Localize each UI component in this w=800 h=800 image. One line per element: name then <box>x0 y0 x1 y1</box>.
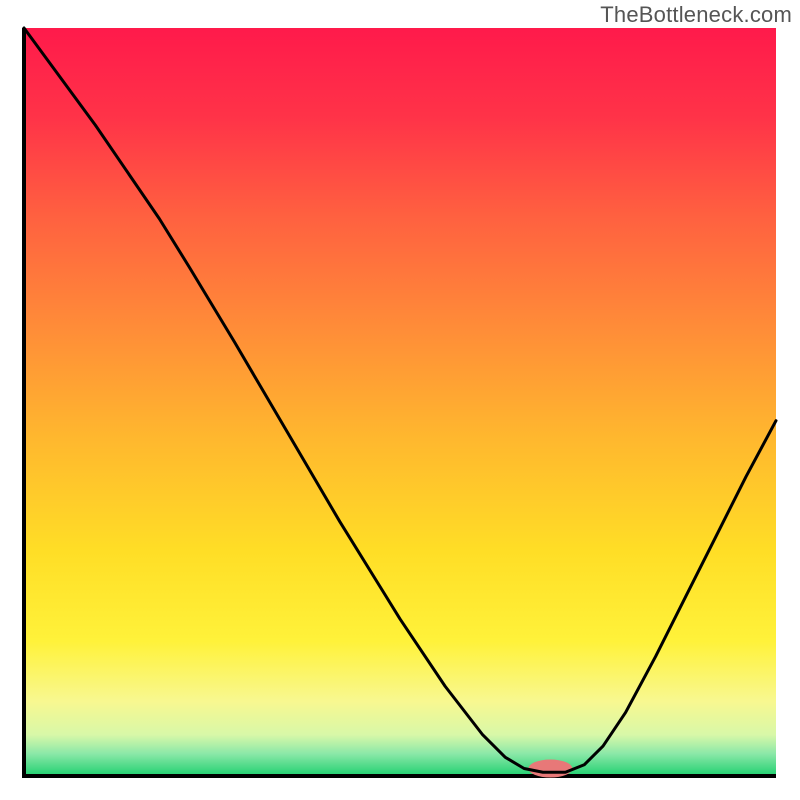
optimal-marker <box>528 760 572 778</box>
plot-background <box>24 28 776 776</box>
watermark-text: TheBottleneck.com <box>600 2 792 28</box>
chart-page: TheBottleneck.com <box>0 0 800 800</box>
bottleneck-chart <box>0 0 800 800</box>
